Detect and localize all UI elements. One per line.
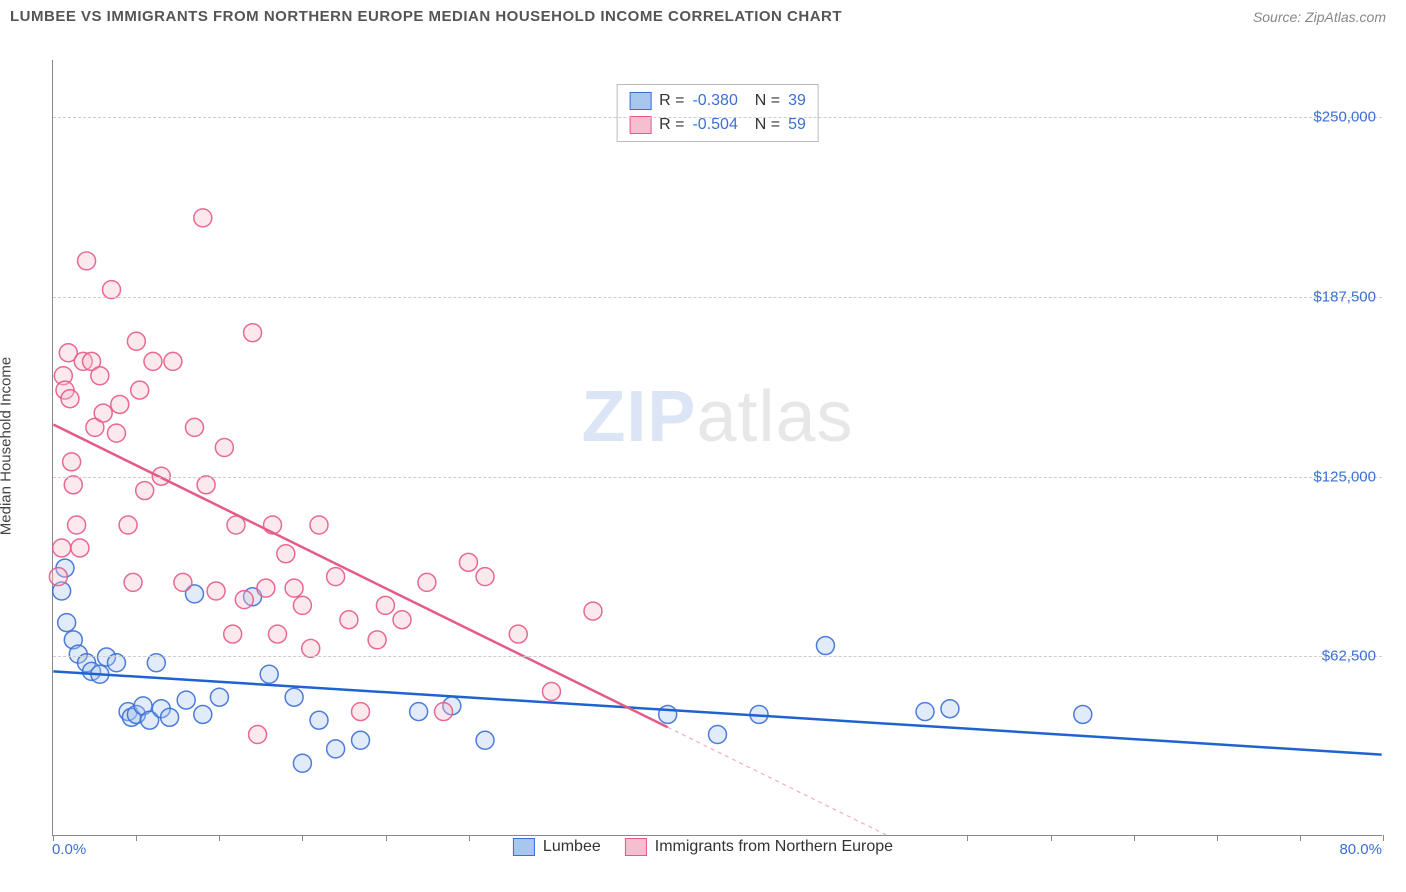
x-tick-min: 0.0% bbox=[52, 841, 86, 858]
data-point bbox=[376, 596, 394, 614]
data-point bbox=[257, 579, 275, 597]
data-point bbox=[410, 703, 428, 721]
data-point bbox=[816, 637, 834, 655]
bottom-legend: Lumbee Immigrants from Northern Europe bbox=[503, 836, 903, 858]
y-tick-label: $250,000 bbox=[1313, 109, 1376, 126]
data-point bbox=[194, 209, 212, 227]
data-point bbox=[302, 639, 320, 657]
data-point bbox=[164, 352, 182, 370]
data-point bbox=[476, 731, 494, 749]
legend-swatch-1 bbox=[625, 838, 647, 856]
data-point bbox=[327, 740, 345, 758]
y-tick-label: $125,000 bbox=[1313, 468, 1376, 485]
chart-container: Median Household Income ZIPatlas R = -0.… bbox=[10, 36, 1396, 856]
data-point bbox=[63, 453, 81, 471]
data-point bbox=[144, 352, 162, 370]
data-point bbox=[194, 705, 212, 723]
plot-area: ZIPatlas R = -0.380 N = 39 R = -0.504 N … bbox=[52, 60, 1382, 836]
trend-line bbox=[53, 425, 667, 728]
data-point bbox=[58, 614, 76, 632]
y-tick-label: $62,500 bbox=[1322, 648, 1376, 665]
data-point bbox=[1074, 705, 1092, 723]
data-point bbox=[269, 625, 287, 643]
y-axis-label: Median Household Income bbox=[0, 357, 15, 535]
stats-legend-box: R = -0.380 N = 39 R = -0.504 N = 59 bbox=[616, 84, 819, 142]
legend-label-0: Lumbee bbox=[543, 838, 601, 856]
legend-swatch-0 bbox=[513, 838, 535, 856]
data-point bbox=[107, 424, 125, 442]
data-point bbox=[174, 573, 192, 591]
y-tick-label: $187,500 bbox=[1313, 289, 1376, 306]
data-point bbox=[161, 708, 179, 726]
legend-item-0: Lumbee bbox=[513, 838, 601, 856]
data-point bbox=[368, 631, 386, 649]
chart-svg bbox=[53, 60, 1382, 835]
data-point bbox=[584, 602, 602, 620]
data-point bbox=[215, 439, 233, 457]
data-point bbox=[476, 568, 494, 586]
chart-source: Source: ZipAtlas.com bbox=[1253, 9, 1386, 25]
data-point bbox=[709, 726, 727, 744]
data-point bbox=[197, 476, 215, 494]
data-point bbox=[249, 726, 267, 744]
data-point bbox=[91, 367, 109, 385]
data-point bbox=[352, 703, 370, 721]
data-point bbox=[285, 688, 303, 706]
chart-header: LUMBEE VS IMMIGRANTS FROM NORTHERN EUROP… bbox=[0, 0, 1406, 33]
data-point bbox=[61, 390, 79, 408]
stats-n-0: 39 bbox=[788, 89, 806, 113]
data-point bbox=[659, 705, 677, 723]
data-point bbox=[327, 568, 345, 586]
chart-title: LUMBEE VS IMMIGRANTS FROM NORTHERN EUROP… bbox=[10, 8, 842, 25]
stats-row-0: R = -0.380 N = 39 bbox=[629, 89, 806, 113]
data-point bbox=[435, 703, 453, 721]
data-point bbox=[94, 404, 112, 422]
data-point bbox=[509, 625, 527, 643]
stats-r-0: -0.380 bbox=[692, 89, 737, 113]
data-point bbox=[185, 418, 203, 436]
data-point bbox=[78, 252, 96, 270]
data-point bbox=[352, 731, 370, 749]
x-tick-max: 80.0% bbox=[1339, 841, 1382, 858]
data-point bbox=[177, 691, 195, 709]
data-point bbox=[68, 516, 86, 534]
data-point bbox=[224, 625, 242, 643]
data-point bbox=[285, 579, 303, 597]
data-point bbox=[941, 700, 959, 718]
data-point bbox=[244, 324, 262, 342]
data-point bbox=[542, 682, 560, 700]
data-point bbox=[127, 332, 145, 350]
data-point bbox=[207, 582, 225, 600]
trend-line-dashed bbox=[668, 727, 887, 835]
data-point bbox=[418, 573, 436, 591]
data-point bbox=[293, 596, 311, 614]
data-point bbox=[102, 281, 120, 299]
data-point bbox=[340, 611, 358, 629]
data-point bbox=[136, 482, 154, 500]
data-point bbox=[393, 611, 411, 629]
data-point bbox=[53, 539, 71, 557]
data-point bbox=[131, 381, 149, 399]
data-point bbox=[916, 703, 934, 721]
data-point bbox=[210, 688, 228, 706]
legend-label-1: Immigrants from Northern Europe bbox=[655, 838, 893, 856]
data-point bbox=[111, 395, 129, 413]
data-point bbox=[293, 754, 311, 772]
data-point bbox=[71, 539, 89, 557]
legend-item-1: Immigrants from Northern Europe bbox=[625, 838, 893, 856]
data-point bbox=[49, 568, 67, 586]
data-point bbox=[310, 711, 328, 729]
stats-swatch-0 bbox=[629, 92, 651, 110]
data-point bbox=[235, 591, 253, 609]
data-point bbox=[124, 573, 142, 591]
data-point bbox=[119, 516, 137, 534]
data-point bbox=[277, 545, 295, 563]
data-point bbox=[260, 665, 278, 683]
data-point bbox=[310, 516, 328, 534]
data-point bbox=[64, 476, 82, 494]
stats-swatch-1 bbox=[629, 116, 651, 134]
data-point bbox=[459, 553, 477, 571]
